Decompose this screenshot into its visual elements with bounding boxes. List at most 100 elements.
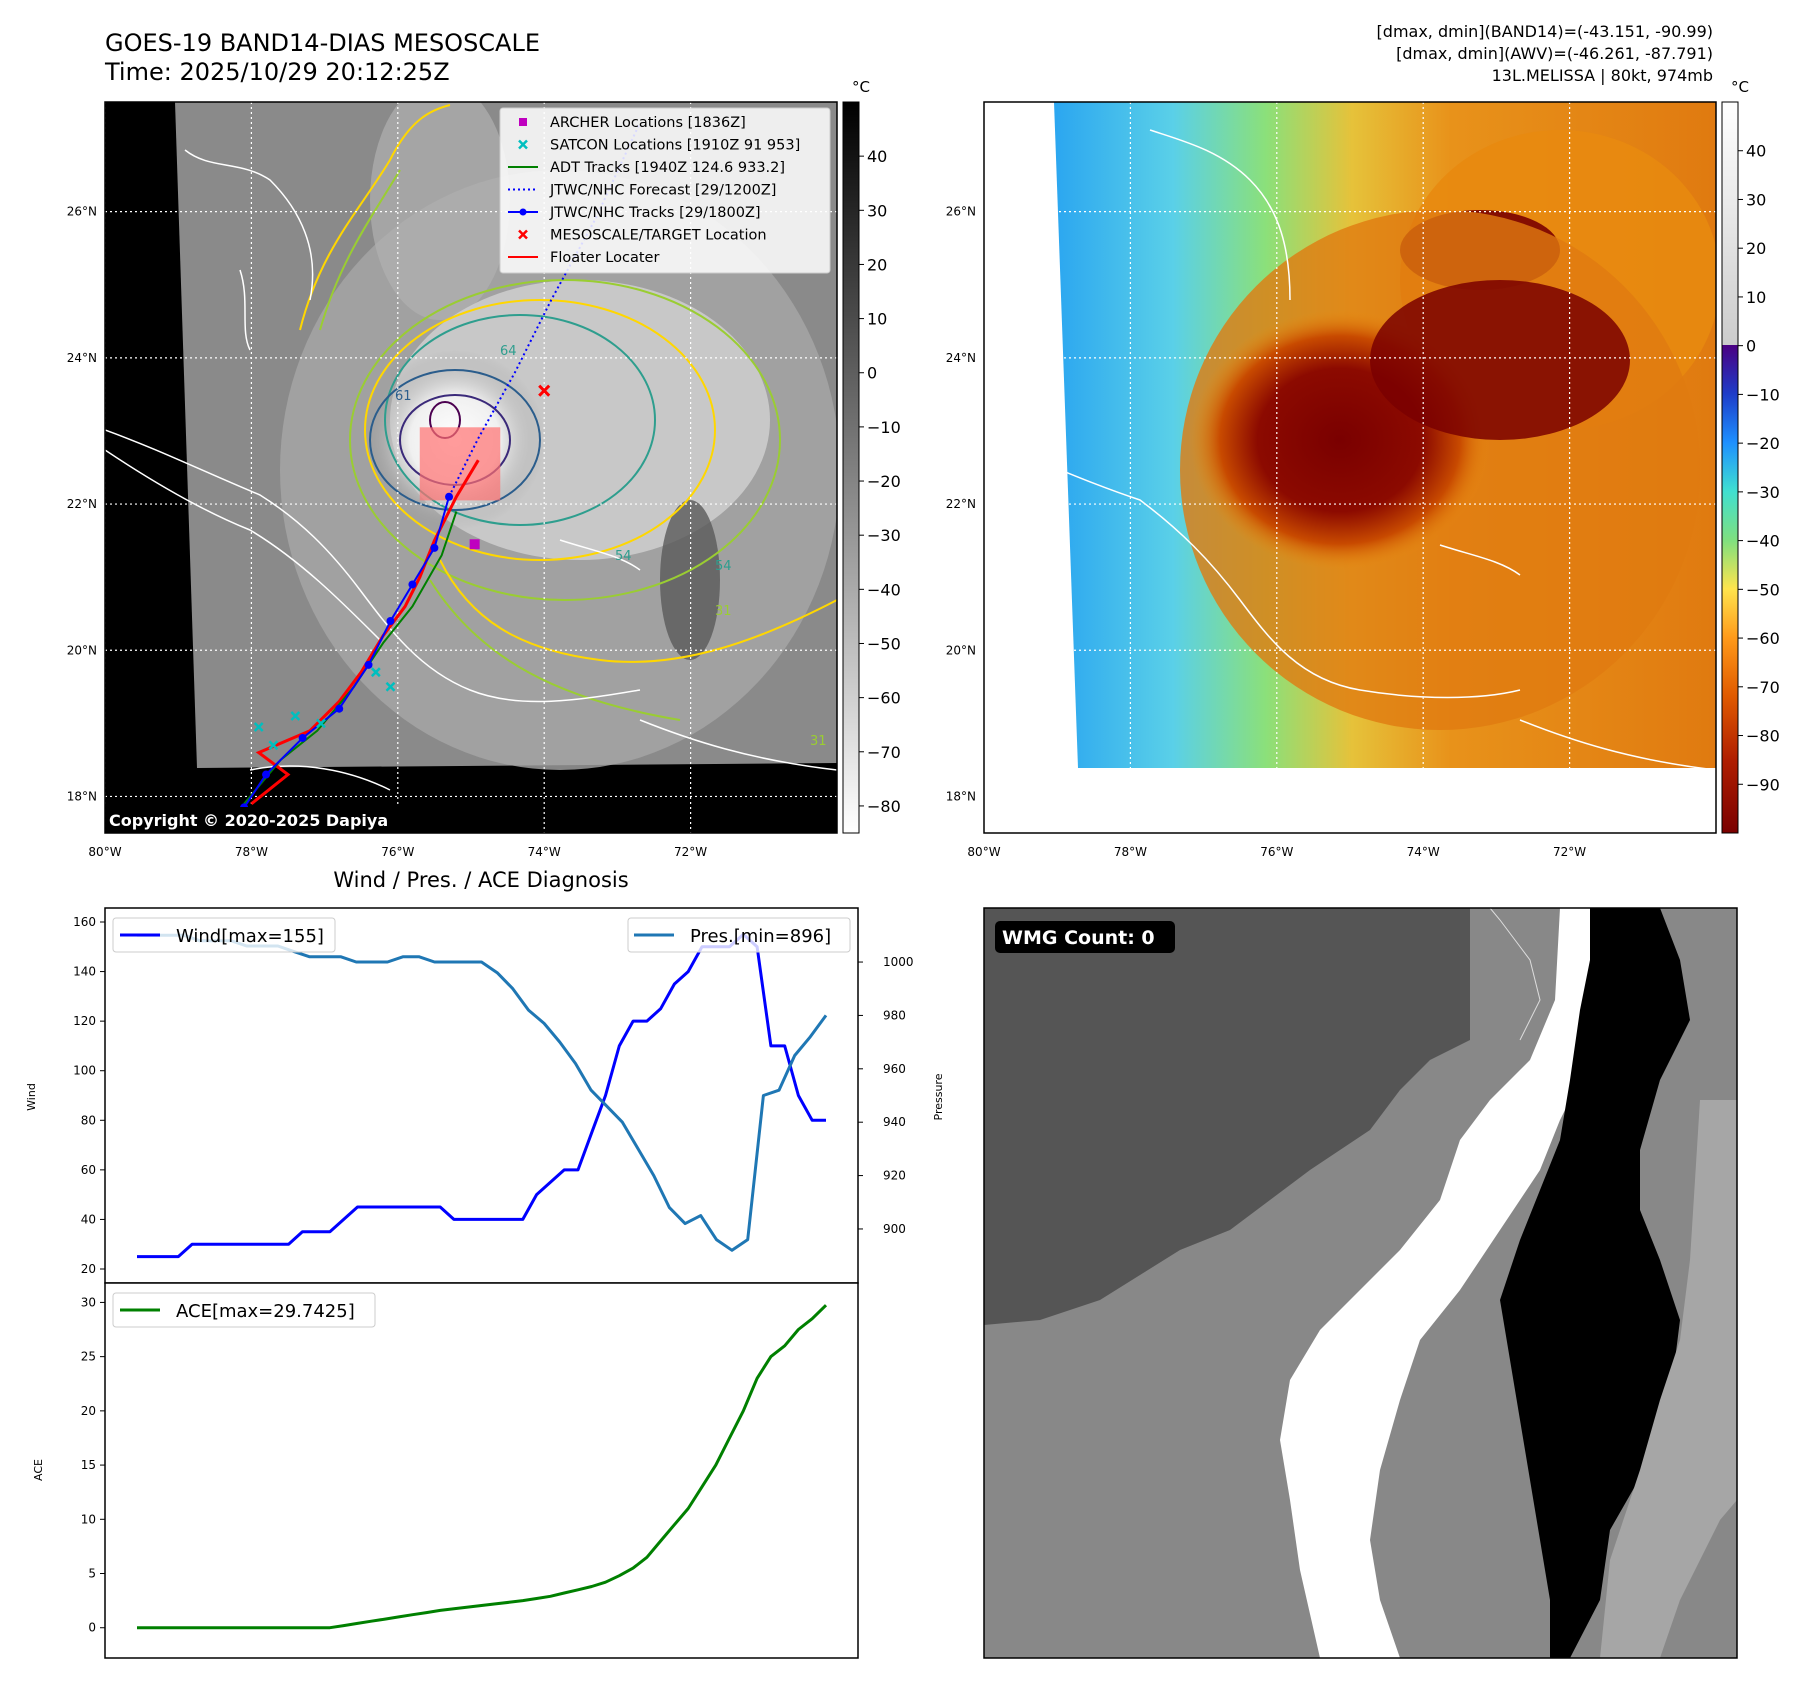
y-tick-label: 920 — [883, 1169, 906, 1183]
colorbar-tick-label: 40 — [867, 147, 887, 166]
ir-rainband-north — [370, 102, 510, 320]
contour-south-yellow — [439, 559, 837, 663]
jtwc-track-point — [430, 543, 439, 552]
wmg-panel: WMG Count: 0 — [983, 907, 1738, 1659]
legend-label: SATCON Locations [1910Z 91 953] — [550, 138, 800, 154]
legend-item: SATCON Locations [1910Z 91 953] — [518, 138, 800, 154]
colorbar-tick-label: 10 — [867, 310, 887, 329]
legend-marker — [519, 118, 527, 126]
jtwc-track-point — [364, 660, 373, 669]
legend-item: JTWC/NHC Tracks [29/1800Z] — [508, 205, 761, 221]
ace-series — [137, 1304, 828, 1630]
wmg-white-band — [1280, 908, 1600, 1658]
contour-south-green — [429, 579, 681, 721]
pressure-ylabel: Pressure — [932, 1073, 945, 1120]
colorbar-tick-label: −90 — [1746, 775, 1780, 794]
coastline-turks — [559, 539, 641, 571]
info-band14-range: [dmax, dmin](BAND14)=(-43.151, -90.99) — [1377, 22, 1713, 41]
ir-legend: ARCHER Locations [1836Z] SATCON Locations… — [499, 107, 831, 274]
colorbar-tick-label: −30 — [867, 526, 901, 545]
y-tick-label: 20 — [81, 1262, 96, 1276]
colorbar-tick-label: −80 — [1746, 727, 1780, 746]
y-tick-label: 80 — [81, 1113, 96, 1127]
wind-pressure-frame — [104, 907, 859, 1284]
coastline-andros — [239, 269, 251, 351]
satcon-point — [253, 722, 264, 732]
lat-tick-label: 24°N — [946, 351, 976, 365]
contour-label: 54 — [615, 549, 632, 564]
wind-ylabel: Wind — [25, 1083, 38, 1111]
legend-label: MESOSCALE/TARGET Location — [550, 228, 767, 244]
y-tick-label: 0 — [88, 1621, 96, 1635]
lat-tick-label: 24°N — [67, 351, 97, 365]
ace-line — [137, 1304, 828, 1630]
wmg-count-label: WMG Count: 0 — [1002, 927, 1155, 949]
y-tick-label: 40 — [81, 1212, 96, 1226]
colorbar-tick-label: −60 — [1746, 629, 1780, 648]
legend-marker — [518, 229, 528, 240]
wmg-dark-region — [984, 908, 1470, 1325]
awv-coastline-bahamas — [1149, 129, 1291, 301]
awv-gridlines — [984, 102, 1716, 833]
colorbar-tick-label: −10 — [1746, 385, 1780, 404]
lon-tick-label: 80°W — [88, 845, 121, 859]
info-awv-range: [dmax, dmin](AWV)=(-46.261, -87.791) — [1396, 44, 1713, 63]
y-tick-label: 100 — [73, 1064, 96, 1078]
legend-label: ADT Tracks [1940Z 124.6 933.2] — [550, 160, 785, 176]
awv-colorbar-top — [1722, 102, 1738, 345]
y-tick-label: 980 — [883, 1008, 906, 1022]
awv-lon-labels: 80°W 78°W 76°W 74°W 72°W — [967, 845, 1586, 859]
y-tick-label: 5 — [88, 1567, 96, 1581]
colorbar-tick-label: −50 — [867, 634, 901, 653]
legend-label: JTWC/NHC Forecast [29/1200Z] — [549, 183, 776, 199]
y-tick-label: 25 — [81, 1350, 96, 1364]
ir-legend-box — [499, 107, 831, 274]
ir-track-overlay — [240, 123, 641, 812]
ace-legend: ACE[max=29.7425] — [112, 1292, 376, 1328]
lon-tick-label: 72°W — [674, 845, 707, 859]
lon-tick-label: 72°W — [1553, 845, 1586, 859]
ir-dry-slot — [660, 500, 720, 660]
contour-label: 64 — [500, 344, 517, 359]
ir-lon-labels: 80°W 78°W 76°W 74°W 72°W — [88, 845, 707, 859]
awv-colorbar-ticks: 40 30 20 10 0 −10 −20 −30 −40 −50 −60 −70 −80 −90 — [1738, 142, 1780, 794]
lat-tick-label: 18°N — [946, 789, 976, 803]
colorbar-tick-label: −20 — [1746, 434, 1780, 453]
awv-core-arm — [1370, 280, 1630, 440]
colorbar-tick-label: 30 — [867, 201, 887, 220]
copyright-box — [105, 807, 415, 833]
pressure-legend-label: Pres.[min=896] — [690, 926, 831, 947]
wind-axis-ticks: 20 40 60 80 100 120 140 160 — [73, 915, 105, 1276]
awv-coastline-hispaniola — [1519, 719, 1716, 771]
coastline-hispaniola — [639, 719, 837, 771]
lon-tick-label: 78°W — [1114, 845, 1147, 859]
archer-point — [469, 539, 480, 550]
awv-map-frame — [983, 101, 1717, 834]
colorbar-tick-label: 0 — [1746, 337, 1756, 356]
colorbar-tick-label: 20 — [1746, 239, 1766, 258]
pressure-legend-box — [627, 917, 851, 953]
info-storm: 13L.MELISSA | 80kt, 974mb — [1492, 66, 1713, 85]
ace-legend-label: ACE[max=29.7425] — [176, 1301, 355, 1322]
wind-pressure-panel: 20 40 60 80 100 120 140 160 900 920 940 960 980 1000… — [25, 907, 945, 1284]
ir-map-frame — [104, 101, 838, 834]
colorbar-tick-label: 10 — [1746, 288, 1766, 307]
contour-teal — [384, 314, 656, 526]
awv-colorbar-frame — [1721, 101, 1739, 834]
awv-map-panel: 26°N 24°N 22°N 20°N 18°N 80°W 78°W 76°W 74°W 72°… — [946, 78, 1780, 859]
wmg-frame — [983, 907, 1738, 1659]
figure-time: Time: 2025/10/29 20:12:25Z — [104, 58, 450, 86]
legend-marker — [518, 139, 528, 150]
wind-legend: Wind[max=155] — [112, 917, 336, 953]
diagnosis-title: Wind / Pres. / ACE Diagnosis — [333, 868, 628, 892]
jtwc-track-point — [262, 770, 271, 779]
coastline-cuba — [105, 429, 641, 703]
awv-colorbar-unit: °C — [1731, 78, 1749, 96]
awv-coastline-cuba — [984, 439, 1521, 699]
colorbar-tick-label: −50 — [1746, 580, 1780, 599]
coastline-cuba-south — [105, 449, 381, 641]
jtwc-track-point — [386, 617, 395, 626]
colorbar-tick-label: 30 — [1746, 190, 1766, 209]
contour-label: 31 — [810, 734, 827, 749]
ace-legend-box — [112, 1292, 376, 1328]
